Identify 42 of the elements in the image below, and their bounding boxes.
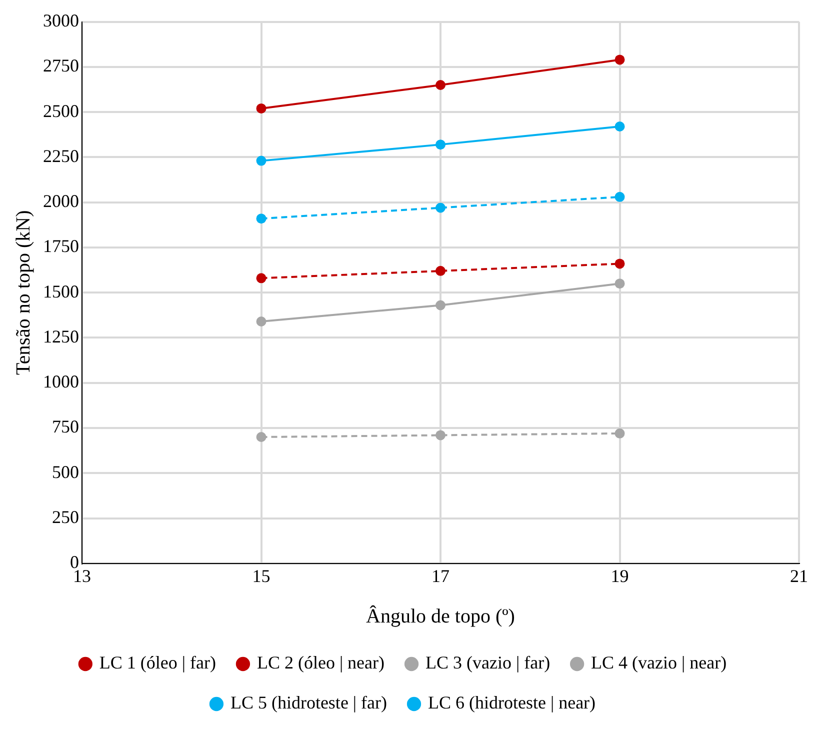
y-tick-label: 500 (52, 462, 79, 482)
legend-label: LC 6 (hidroteste | near) (428, 692, 596, 713)
y-tick-label: 1250 (43, 326, 79, 346)
point (614, 192, 625, 202)
point (436, 80, 446, 90)
y-tick-label: 1000 (43, 372, 79, 392)
y-tick-label: 2500 (43, 100, 79, 121)
point (256, 214, 266, 224)
x-tick-label: 15 (252, 566, 270, 586)
legend-label: LC 1 (óleo | far) (99, 652, 216, 673)
point (256, 432, 266, 442)
y-tick-label: 250 (52, 507, 79, 527)
point (436, 300, 446, 310)
y-axis-title: Tensão no topo (kN) (12, 210, 34, 375)
point (256, 103, 266, 114)
point (436, 266, 446, 276)
y-tick-label: 2750 (43, 56, 79, 76)
point (614, 278, 625, 289)
point (614, 428, 625, 438)
point (614, 258, 625, 269)
point (436, 140, 446, 150)
point (256, 156, 266, 166)
y-tick-label: 2000 (43, 191, 79, 212)
point (436, 430, 446, 440)
legend-label: LC 4 (vazio | near) (591, 652, 727, 673)
point (614, 54, 625, 65)
x-tick-label: 17 (432, 566, 450, 586)
y-tick-label: 2250 (43, 146, 79, 166)
legend-label: LC 3 (vazio | far) (426, 652, 550, 673)
legend-label: LC 2 (óleo | near) (256, 652, 385, 673)
x-axis-title: Ângulo de topo (º) (366, 604, 515, 628)
y-tick-label: 1750 (43, 236, 79, 256)
y-tick-label: 750 (52, 416, 79, 437)
point (256, 273, 266, 284)
point (256, 316, 266, 326)
x-tick-label: 19 (610, 566, 629, 586)
y-tick-label: 3000 (43, 10, 79, 31)
y-tick-label: 1500 (43, 281, 79, 302)
legend-label: LC 5 (hidroteste | far) (230, 692, 388, 713)
x-tick-label: 21 (790, 566, 808, 586)
point (436, 202, 446, 213)
point (614, 122, 625, 132)
